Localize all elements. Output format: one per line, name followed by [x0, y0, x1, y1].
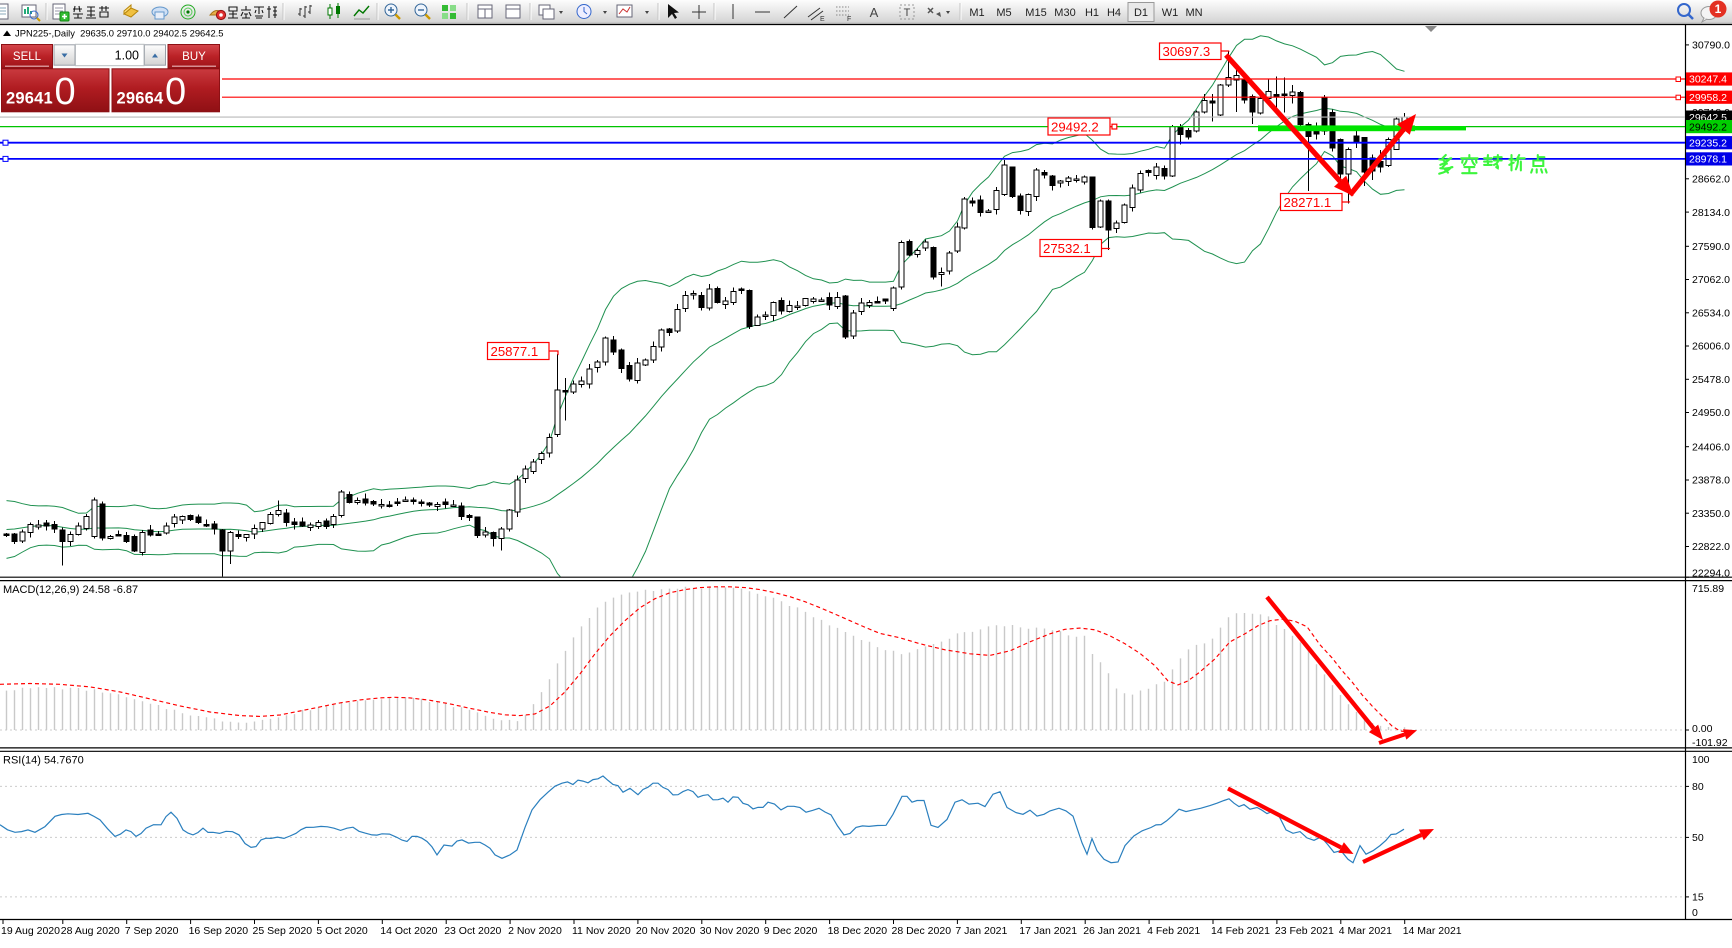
- svg-text:16 Sep 2020: 16 Sep 2020: [189, 925, 249, 937]
- svg-text:28 Aug 2020: 28 Aug 2020: [61, 925, 120, 937]
- svg-text:29492.2: 29492.2: [1051, 120, 1099, 135]
- svg-text:29641: 29641: [6, 90, 53, 108]
- svg-text:1: 1: [1715, 2, 1722, 16]
- svg-text:100: 100: [1692, 754, 1710, 766]
- svg-text:M30: M30: [1054, 7, 1075, 19]
- svg-text:SELL: SELL: [13, 51, 42, 63]
- svg-text:28662.0: 28662.0: [1692, 174, 1730, 186]
- svg-text:4 Feb 2021: 4 Feb 2021: [1147, 925, 1200, 937]
- svg-text:14 Mar 2021: 14 Mar 2021: [1403, 925, 1462, 937]
- svg-text:T: T: [904, 7, 911, 19]
- svg-text:50: 50: [1692, 832, 1704, 844]
- svg-text:M15: M15: [1025, 7, 1046, 19]
- svg-text:27062.0: 27062.0: [1692, 274, 1730, 286]
- svg-text:26534.0: 26534.0: [1692, 308, 1730, 320]
- svg-text:26 Jan 2021: 26 Jan 2021: [1083, 925, 1141, 937]
- svg-text:19 Aug 2020: 19 Aug 2020: [1, 925, 60, 937]
- svg-text:7 Jan 2021: 7 Jan 2021: [955, 925, 1007, 937]
- svg-text:25877.1: 25877.1: [491, 344, 539, 359]
- svg-text:20 Nov 2020: 20 Nov 2020: [636, 925, 696, 937]
- svg-text:2 Nov 2020: 2 Nov 2020: [508, 925, 562, 937]
- svg-text:28 Dec 2020: 28 Dec 2020: [892, 925, 952, 937]
- svg-text:15: 15: [1692, 891, 1704, 903]
- svg-text:26006.0: 26006.0: [1692, 341, 1730, 353]
- svg-text:0.00: 0.00: [1692, 723, 1713, 735]
- svg-text:29664: 29664: [117, 90, 165, 108]
- svg-text:29958.2: 29958.2: [1689, 92, 1727, 104]
- svg-text:30247.4: 30247.4: [1689, 74, 1727, 86]
- svg-text:30 Nov 2020: 30 Nov 2020: [700, 925, 760, 937]
- svg-text:23878.0: 23878.0: [1692, 475, 1730, 487]
- svg-text:80: 80: [1692, 781, 1704, 793]
- svg-text:H1: H1: [1085, 7, 1099, 19]
- svg-text:27590.0: 27590.0: [1692, 241, 1730, 253]
- svg-text:5 Oct 2020: 5 Oct 2020: [316, 925, 368, 937]
- svg-text:MN: MN: [1185, 7, 1202, 19]
- svg-text:14 Feb 2021: 14 Feb 2021: [1211, 925, 1270, 937]
- svg-text:30697.3: 30697.3: [1163, 44, 1211, 59]
- svg-text:M1: M1: [969, 7, 984, 19]
- svg-text:22294.0: 22294.0: [1692, 568, 1730, 580]
- svg-text:RSI(14) 54.7670: RSI(14) 54.7670: [3, 755, 84, 767]
- svg-text:BUY: BUY: [182, 51, 206, 63]
- svg-text:28134.0: 28134.0: [1692, 207, 1730, 219]
- svg-text:9 Dec 2020: 9 Dec 2020: [764, 925, 818, 937]
- svg-text:-101.92: -101.92: [1692, 737, 1728, 749]
- svg-text:28978.1: 28978.1: [1689, 154, 1727, 166]
- svg-text:W1: W1: [1162, 7, 1179, 19]
- svg-text:E: E: [820, 16, 825, 23]
- svg-text:H4: H4: [1107, 7, 1121, 19]
- svg-text:24406.0: 24406.0: [1692, 441, 1730, 453]
- svg-text:4 Mar 2021: 4 Mar 2021: [1339, 925, 1392, 937]
- svg-text:A: A: [870, 5, 879, 20]
- svg-text:30790.0: 30790.0: [1692, 40, 1730, 52]
- svg-text:F: F: [847, 16, 851, 23]
- svg-text:23 Oct 2020: 23 Oct 2020: [444, 925, 501, 937]
- svg-text:0: 0: [55, 71, 76, 113]
- svg-text:.: .: [159, 91, 163, 108]
- svg-text:28271.1: 28271.1: [1284, 195, 1332, 210]
- svg-text:24950.0: 24950.0: [1692, 407, 1730, 419]
- svg-text:25478.0: 25478.0: [1692, 374, 1730, 386]
- svg-text:0: 0: [1692, 907, 1698, 919]
- svg-text:29492.2: 29492.2: [1689, 121, 1727, 133]
- svg-text:M5: M5: [996, 7, 1011, 19]
- svg-text:.: .: [48, 91, 52, 108]
- svg-text:715.89: 715.89: [1692, 583, 1724, 595]
- svg-text:11 Nov 2020: 11 Nov 2020: [572, 925, 631, 937]
- svg-text:JPN225-,Daily 29635.0 29710.0: JPN225-,Daily 29635.0 29710.0 29402.5 29…: [15, 28, 224, 39]
- svg-text:27532.1: 27532.1: [1043, 241, 1091, 256]
- svg-text:1.00: 1.00: [115, 49, 139, 63]
- svg-text:23 Feb 2021: 23 Feb 2021: [1275, 925, 1334, 937]
- svg-text:MACD(12,26,9) 24.58 -6.87: MACD(12,26,9) 24.58 -6.87: [3, 584, 138, 596]
- svg-text:25 Sep 2020: 25 Sep 2020: [253, 925, 313, 937]
- svg-text:14 Oct 2020: 14 Oct 2020: [380, 925, 437, 937]
- svg-text:18 Dec 2020: 18 Dec 2020: [828, 925, 888, 937]
- svg-text:7 Sep 2020: 7 Sep 2020: [125, 925, 179, 937]
- svg-text:17 Jan 2021: 17 Jan 2021: [1019, 925, 1077, 937]
- svg-text:0: 0: [165, 71, 186, 113]
- svg-text:23350.0: 23350.0: [1692, 508, 1730, 520]
- svg-text:22822.0: 22822.0: [1692, 541, 1730, 553]
- svg-text:29235.2: 29235.2: [1689, 137, 1727, 149]
- svg-text:D1: D1: [1134, 7, 1148, 19]
